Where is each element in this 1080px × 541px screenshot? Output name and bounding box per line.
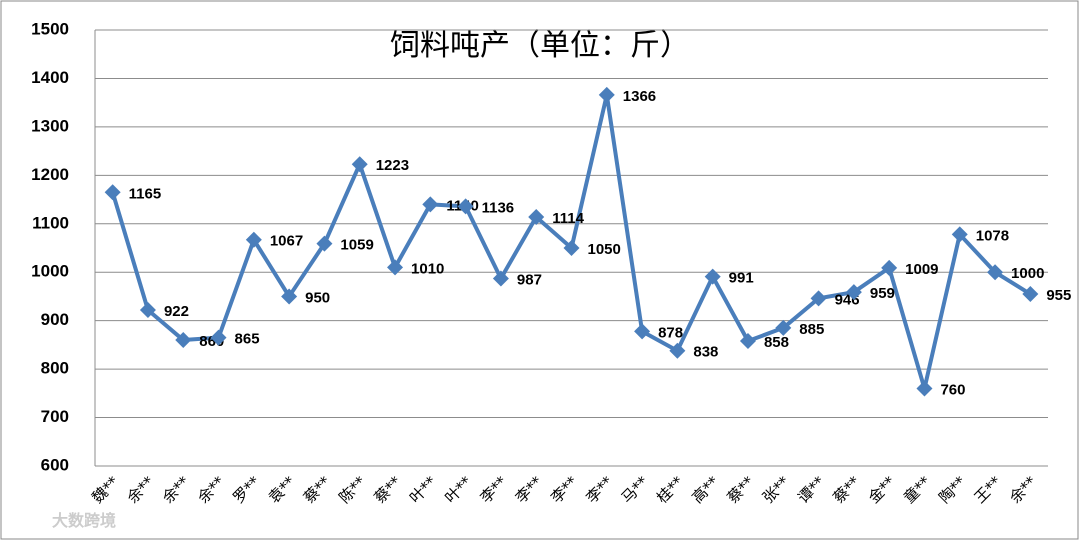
- data-point: [987, 264, 1004, 281]
- y-tick-label: 1400: [31, 68, 69, 87]
- data-point: [316, 235, 333, 252]
- chart-title: 饲料吨产（单位：斤）: [390, 28, 690, 63]
- data-point: [669, 342, 686, 359]
- data-label: 1067: [270, 233, 303, 250]
- data-point: [634, 323, 651, 340]
- data-label: 1114: [552, 210, 584, 227]
- y-tick-label: 1100: [32, 213, 69, 232]
- data-label: 838: [693, 344, 718, 361]
- data-label: 1059: [340, 237, 373, 254]
- data-point: [245, 231, 262, 248]
- data-point: [916, 380, 933, 397]
- data-point: [704, 268, 721, 285]
- data-label: 1000: [1011, 265, 1044, 282]
- y-tick-label: 1300: [31, 116, 69, 135]
- data-label: 1366: [623, 88, 656, 105]
- data-label: 1165: [129, 185, 162, 202]
- data-point: [881, 259, 898, 276]
- watermark: 大数跨境: [52, 511, 116, 530]
- data-point: [951, 226, 968, 243]
- data-label: 1010: [411, 260, 444, 277]
- data-label: 1223: [376, 157, 409, 174]
- data-point: [175, 332, 192, 349]
- data-label: 987: [517, 271, 542, 288]
- y-tick-label: 600: [41, 455, 69, 474]
- data-point: [139, 302, 156, 319]
- data-label: 959: [870, 285, 895, 302]
- data-label: 1078: [976, 227, 1009, 244]
- data-label: 885: [799, 321, 824, 338]
- data-label: 991: [729, 270, 754, 287]
- data-point: [387, 259, 404, 276]
- data-label: 955: [1046, 287, 1071, 304]
- data-label: 1009: [905, 261, 938, 278]
- data-point: [739, 333, 756, 350]
- data-point: [457, 198, 474, 215]
- data-point: [810, 290, 827, 307]
- data-label: 922: [164, 303, 189, 320]
- data-point: [351, 156, 368, 173]
- data-label: 950: [305, 289, 330, 306]
- data-point: [104, 184, 121, 201]
- data-point: [210, 329, 227, 346]
- y-tick-label: 1200: [31, 165, 69, 184]
- data-point: [422, 196, 439, 213]
- data-label: 1136: [482, 199, 515, 216]
- data-label: 865: [235, 331, 260, 348]
- y-tick-label: 800: [41, 359, 69, 378]
- data-point: [598, 86, 615, 103]
- data-point: [528, 208, 545, 225]
- y-tick-label: 1500: [31, 19, 69, 38]
- y-tick-label: 700: [41, 407, 69, 426]
- data-label: 1050: [588, 241, 621, 258]
- data-label: 858: [764, 334, 789, 351]
- data-point: [1022, 286, 1039, 303]
- y-tick-label: 900: [41, 310, 69, 329]
- data-point: [775, 319, 792, 336]
- data-label: 760: [940, 381, 965, 398]
- data-label: 878: [658, 324, 683, 341]
- y-tick-label: 1000: [31, 262, 69, 281]
- data-point: [563, 240, 580, 256]
- data-point: [281, 288, 298, 305]
- data-point: [492, 270, 509, 287]
- data-point: [845, 284, 862, 301]
